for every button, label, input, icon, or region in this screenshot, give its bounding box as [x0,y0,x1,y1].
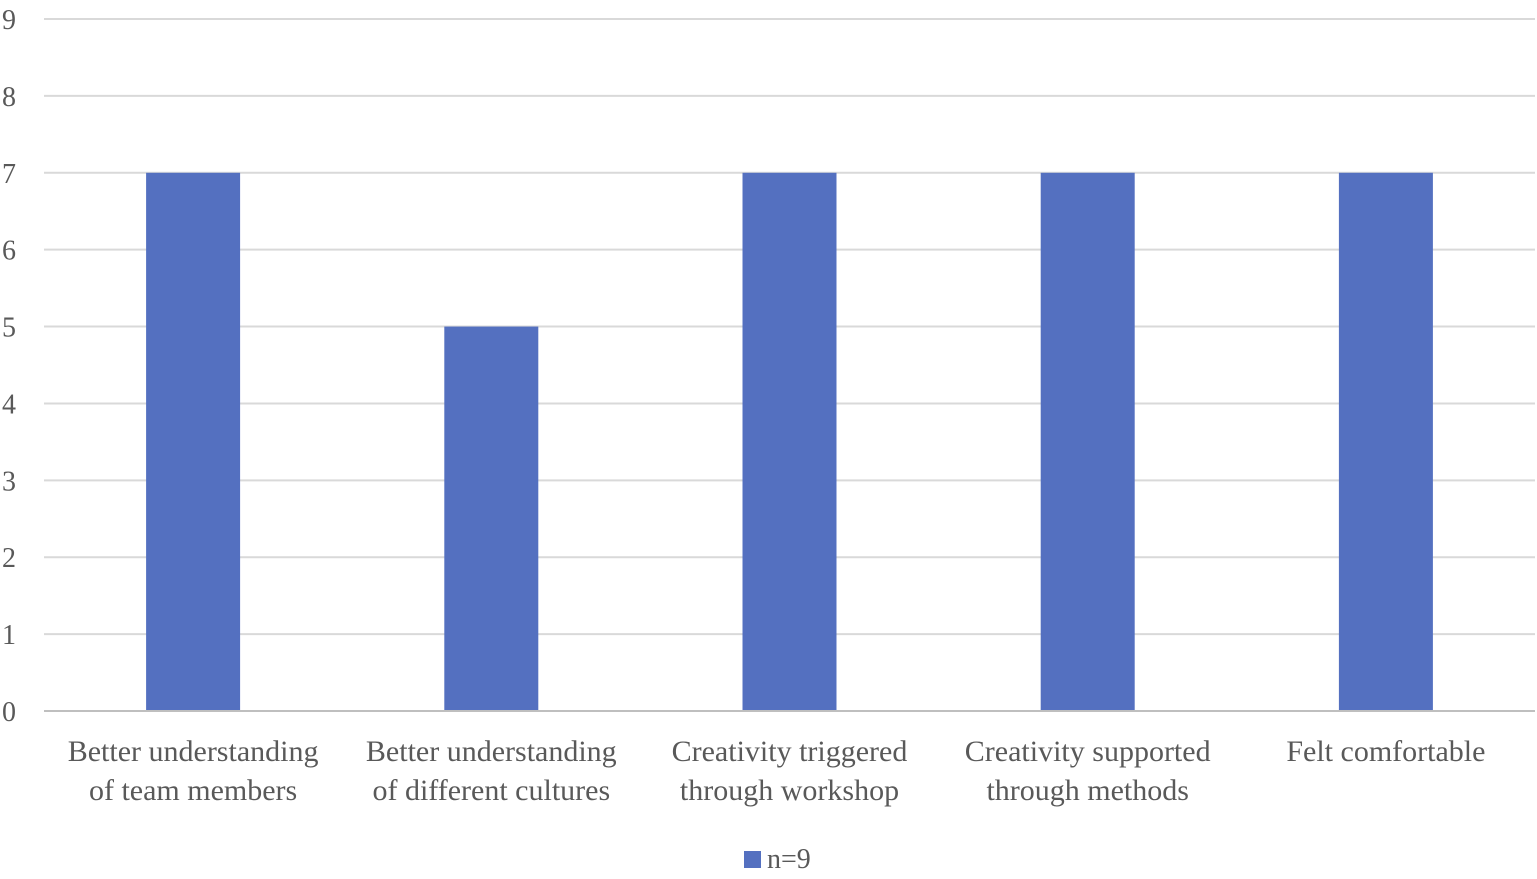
legend-swatch-n9 [744,851,761,868]
y-tick-label-8: 8 [2,82,16,113]
y-tick-label-0: 0 [2,697,16,728]
x-tick-label-4-line-2: through methods [986,774,1189,807]
bar-1 [146,172,241,711]
x-tick-label-4-line-1: Creativity supported [965,735,1211,768]
y-tick-label-7: 7 [2,159,16,190]
y-tick-label-5: 5 [2,313,16,344]
bars [146,172,1433,711]
y-tick-label-6: 6 [2,236,16,267]
bar-5 [1338,172,1433,711]
x-tick-label-3-line-2: through workshop [680,774,899,807]
bar-4 [1040,172,1135,711]
y-tick-label-2: 2 [2,543,16,574]
x-tick-label-2-line-2: of different cultures [372,774,610,807]
x-tick-label-3-line-1: Creativity triggered [672,735,908,768]
legend: n=9 [744,844,811,875]
y-tick-label-1: 1 [2,620,16,651]
x-tick-label-5-line-1: Felt comfortable [1286,735,1485,768]
y-tick-label-9: 9 [2,5,16,36]
y-tick-label-4: 4 [2,389,16,420]
bar-3 [742,172,837,711]
y-tick-label-3: 3 [2,466,16,497]
x-axis-category-labels: Better understanding of team members Bette… [68,735,1486,807]
x-tick-label-1-line-1: Better understanding [68,735,319,768]
y-axis-ticks: 0 1 2 3 4 5 6 7 8 9 [2,5,16,728]
bar-2 [444,326,539,711]
x-tick-label-1-line-2: of team members [89,774,297,807]
x-tick-label-2-line-1: Better understanding [366,735,617,768]
legend-label-n9: n=9 [767,844,811,875]
